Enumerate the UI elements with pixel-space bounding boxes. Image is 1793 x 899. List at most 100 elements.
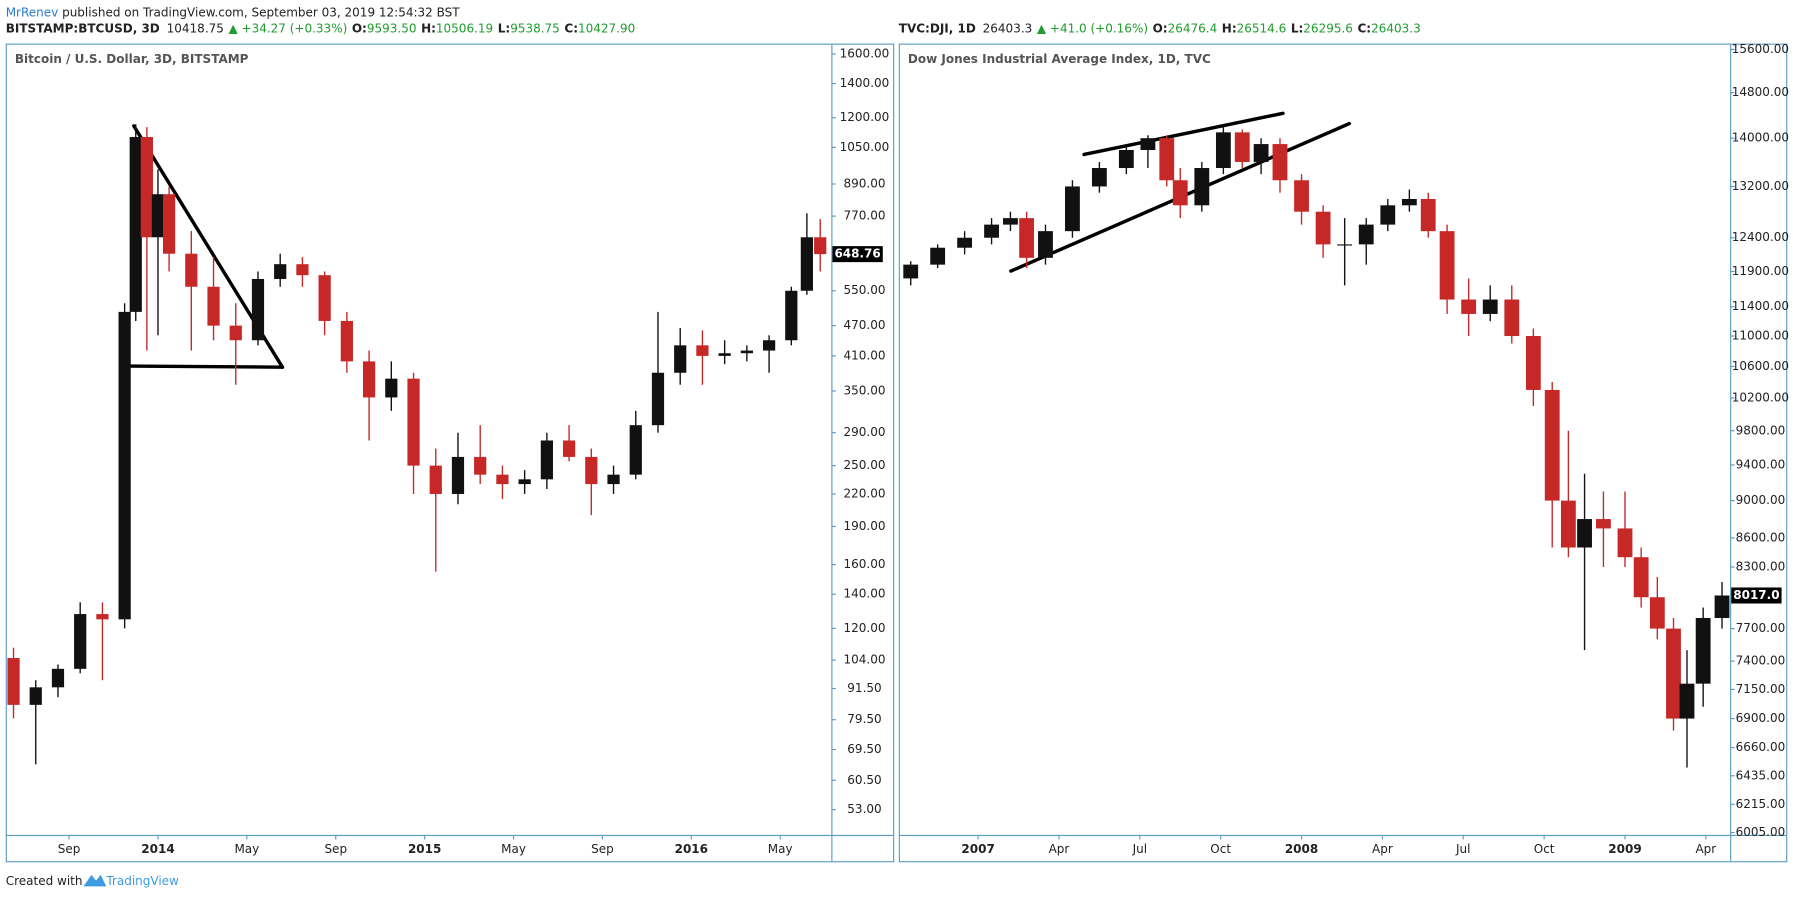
y-tick-label: 14800.00 — [1732, 85, 1789, 99]
publisher[interactable]: MrRenev — [6, 5, 59, 19]
y-tick-label: 8600.00 — [1736, 530, 1786, 544]
candle-body — [29, 687, 42, 705]
y-tick-label: 53.00 — [847, 802, 881, 816]
y-tick-label: 7700.00 — [1736, 621, 1786, 635]
x-tick-label: Apr — [1049, 842, 1070, 856]
y-tick-label: 220.00 — [843, 486, 885, 500]
candle-body — [474, 456, 487, 475]
y-tick-label: 6900.00 — [1736, 711, 1786, 725]
candle-body — [814, 237, 827, 255]
candle-body — [51, 668, 65, 688]
y-tick-label: 7150.00 — [1736, 682, 1786, 696]
candle-body — [607, 474, 620, 485]
y-tick-label: 6215.00 — [1736, 797, 1786, 811]
last: 10418.75 — [167, 21, 224, 35]
y-tick-label: 470.00 — [843, 318, 885, 332]
y-tick-label: 770.00 — [843, 209, 885, 223]
y-tick-label: 1400.00 — [840, 76, 890, 90]
candle-body — [1482, 299, 1498, 314]
footer-brand[interactable]: TradingView — [105, 874, 179, 888]
x-tick-label: May — [234, 842, 259, 856]
y-tick-label: 60.50 — [847, 773, 881, 787]
candle-body — [129, 137, 142, 312]
candle-body — [318, 275, 331, 321]
y-tick-label: 10600.00 — [1732, 359, 1789, 373]
candle-body — [1401, 198, 1417, 206]
x-tick-label: 2015 — [408, 842, 441, 856]
candle-body — [1038, 231, 1053, 258]
y-tick-label: 1200.00 — [840, 110, 890, 124]
candle-body — [362, 361, 376, 398]
candle-body — [1272, 144, 1288, 181]
candle-body — [1091, 168, 1107, 187]
y-tick-label: 104.00 — [843, 653, 885, 667]
last-price-label: 648.76 — [834, 247, 880, 261]
y-tick-label: 160.00 — [843, 557, 885, 571]
candle-body — [1420, 198, 1436, 232]
candle-body — [1666, 628, 1681, 719]
y-tick-label: 9000.00 — [1736, 493, 1786, 507]
x-tick-label: Sep — [58, 842, 81, 856]
candle-body — [407, 378, 420, 466]
candle-body — [1194, 168, 1210, 206]
candle-body — [718, 353, 731, 356]
candle-body — [1003, 218, 1018, 225]
ohlc-value: 26403.3 — [1371, 21, 1421, 35]
ohlc-label: H: — [1222, 21, 1237, 35]
candle-body — [957, 237, 973, 248]
ohlc-label: O: — [1153, 21, 1168, 35]
candle-body — [540, 440, 553, 480]
ohlc-value: 26295.6 — [1303, 21, 1353, 35]
x-tick-label: Oct — [1210, 842, 1231, 856]
candle-body — [207, 286, 220, 326]
candle-body — [118, 311, 131, 620]
candle-body — [696, 345, 709, 356]
candle-body — [518, 479, 531, 485]
y-tick-label: 1050.00 — [840, 140, 890, 154]
candle-body — [7, 658, 20, 705]
x-tick-label: 2008 — [1285, 842, 1318, 856]
change: ▲ +34.27 (+0.33%) — [228, 21, 347, 35]
candle-body — [496, 474, 509, 485]
candle-body — [785, 290, 798, 341]
ohlc-value: 9538.75 — [510, 21, 560, 35]
candle-body — [74, 614, 87, 669]
symbol-line: BITSTAMP:BTCUSD, 3D 10418.75 ▲ +34.27 (+0.… — [6, 21, 636, 35]
ohlc-value: 9593.50 — [367, 21, 417, 35]
candle-body — [429, 465, 442, 494]
candle-body — [1253, 144, 1269, 162]
y-tick-label: 11400.00 — [1732, 299, 1789, 313]
left-panel-frame — [5, 43, 895, 863]
y-tick-label: 6660.00 — [1736, 740, 1786, 754]
y-tick-label: 15600.00 — [1732, 42, 1789, 56]
candle-body — [1439, 231, 1455, 300]
footer-created: Created with — [6, 874, 83, 888]
candle-body — [1172, 180, 1188, 206]
candle-body — [585, 456, 598, 485]
candle-body — [96, 614, 109, 620]
trend-line — [1082, 111, 1285, 157]
candle-body — [930, 247, 946, 265]
x-tick-label: Jul — [1455, 842, 1470, 856]
ohlc-label: H: — [421, 21, 436, 35]
candle-body — [1337, 244, 1353, 246]
y-tick-label: 9800.00 — [1736, 423, 1786, 437]
candle-body — [800, 237, 813, 291]
chart-title: Dow Jones Industrial Average Index, 1D, … — [908, 52, 1211, 66]
ohlc-value: 26476.4 — [1168, 21, 1218, 35]
y-tick-label: 91.50 — [847, 681, 881, 695]
y-tick-label: 1600.00 — [840, 46, 890, 60]
candle-body — [651, 372, 665, 426]
y-tick-label: 290.00 — [843, 425, 885, 439]
x-tick-label: 2016 — [675, 842, 708, 856]
candle-body — [296, 264, 309, 276]
candle-body — [340, 320, 353, 362]
candle-body — [151, 194, 165, 238]
candle-body — [1504, 299, 1520, 337]
candle-body — [1525, 336, 1541, 390]
candle-body — [740, 350, 753, 354]
candle-body — [185, 253, 198, 287]
candle-body — [1695, 618, 1711, 684]
y-tick-label: 550.00 — [843, 283, 885, 297]
